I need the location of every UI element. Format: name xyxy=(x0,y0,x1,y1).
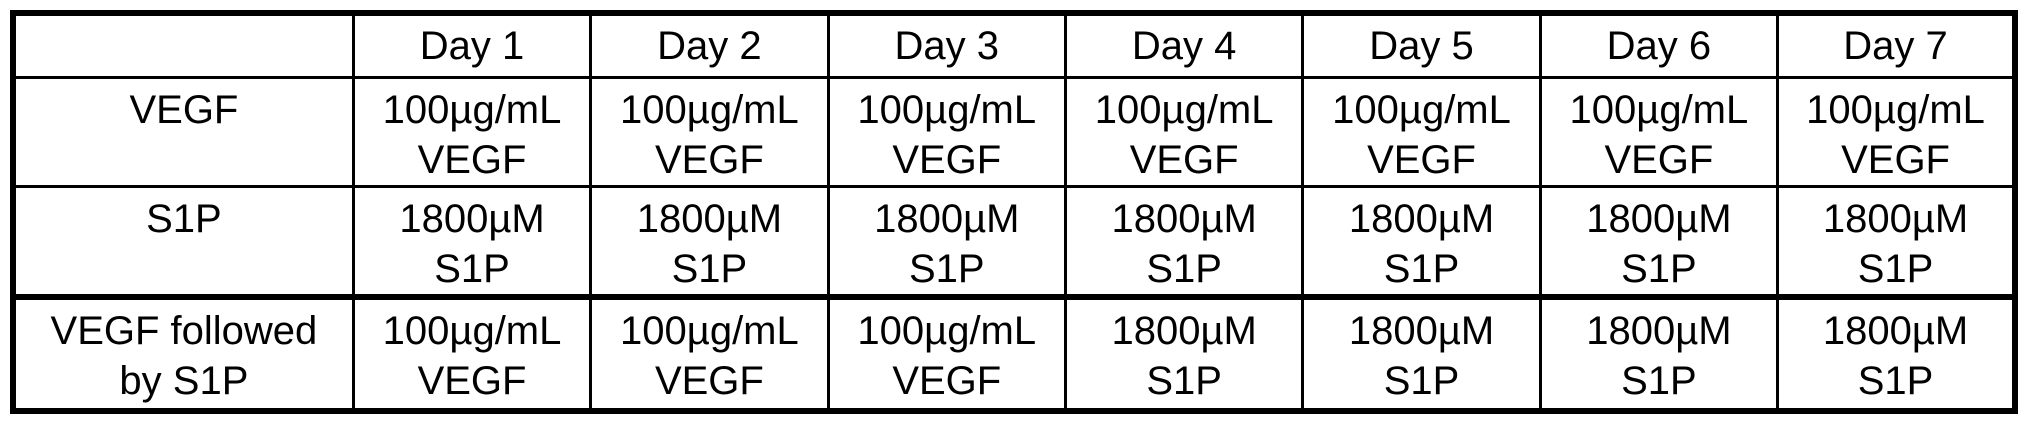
schedule-cell-vegf-day3: 100µg/mL VEGF xyxy=(826,75,1067,188)
row-label-vegf: VEGF xyxy=(11,75,355,188)
schedule-cell-vegf-day1: 100µg/mL VEGF xyxy=(351,75,593,188)
schedule-cell-s1p-day4: 1800µM S1P xyxy=(1063,184,1305,298)
row-label-text: VEGF xyxy=(129,87,239,132)
column-header-day-5: Day 5 xyxy=(1301,11,1542,79)
schedule-cell-s1p-day7: 1800µM S1P xyxy=(1776,184,2017,298)
schedule-cell-vegf-day2: 100µg/mL VEGF xyxy=(589,75,830,188)
table-row-vegf-followed-by-s1p: VEGF followed by S1P 100µg/mL VEGF 100µg… xyxy=(11,293,2017,412)
table-row-vegf: VEGF 100µg/mL VEGF 100µg/mL VEGF 100µg/m… xyxy=(11,75,2017,188)
corner-cell xyxy=(11,11,355,79)
row-label-vegf-followed-by-s1p: VEGF followed by S1P xyxy=(11,293,355,412)
column-header-day-4: Day 4 xyxy=(1063,11,1305,79)
schedule-cell-vegf-day6: 100µg/mL VEGF xyxy=(1538,75,1780,188)
schedule-cell-combo-day2: 100µg/mL VEGF xyxy=(589,293,830,412)
column-header-day-7: Day 7 xyxy=(1776,11,2017,79)
schedule-cell-combo-day5: 1800µM S1P xyxy=(1301,293,1542,412)
schedule-cell-s1p-day6: 1800µM S1P xyxy=(1538,184,1780,298)
column-header-day-2: Day 2 xyxy=(589,11,830,79)
schedule-cell-vegf-day7: 100µg/mL VEGF xyxy=(1776,75,2017,188)
schedule-cell-vegf-day4: 100µg/mL VEGF xyxy=(1063,75,1305,188)
dose-schedule-table: Day 1 Day 2 Day 3 Day 4 Day 5 Day 6 Day … xyxy=(10,10,2018,414)
schedule-cell-combo-day6: 1800µM S1P xyxy=(1538,293,1780,412)
schedule-cell-combo-day4: 1800µM S1P xyxy=(1063,293,1305,412)
schedule-cell-combo-day7: 1800µM S1P xyxy=(1776,293,2017,412)
schedule-cell-combo-day1: 100µg/mL VEGF xyxy=(351,293,593,412)
header-row: Day 1 Day 2 Day 3 Day 4 Day 5 Day 6 Day … xyxy=(11,11,2017,79)
schedule-cell-s1p-day5: 1800µM S1P xyxy=(1301,184,1542,298)
schedule-cell-vegf-day5: 100µg/mL VEGF xyxy=(1301,75,1542,188)
table-row-s1p: S1P 1800µM S1P 1800µM S1P 1800µM S1P 180… xyxy=(11,184,2017,298)
schedule-cell-s1p-day1: 1800µM S1P xyxy=(351,184,593,298)
column-header-day-1: Day 1 xyxy=(351,11,593,79)
column-header-day-3: Day 3 xyxy=(826,11,1067,79)
schedule-cell-s1p-day2: 1800µM S1P xyxy=(589,184,830,298)
column-header-day-6: Day 6 xyxy=(1538,11,1780,79)
row-label-s1p: S1P xyxy=(11,184,355,298)
schedule-cell-s1p-day3: 1800µM S1P xyxy=(826,184,1067,298)
row-label-text: S1P xyxy=(146,196,222,241)
schedule-cell-combo-day3: 100µg/mL VEGF xyxy=(826,293,1067,412)
